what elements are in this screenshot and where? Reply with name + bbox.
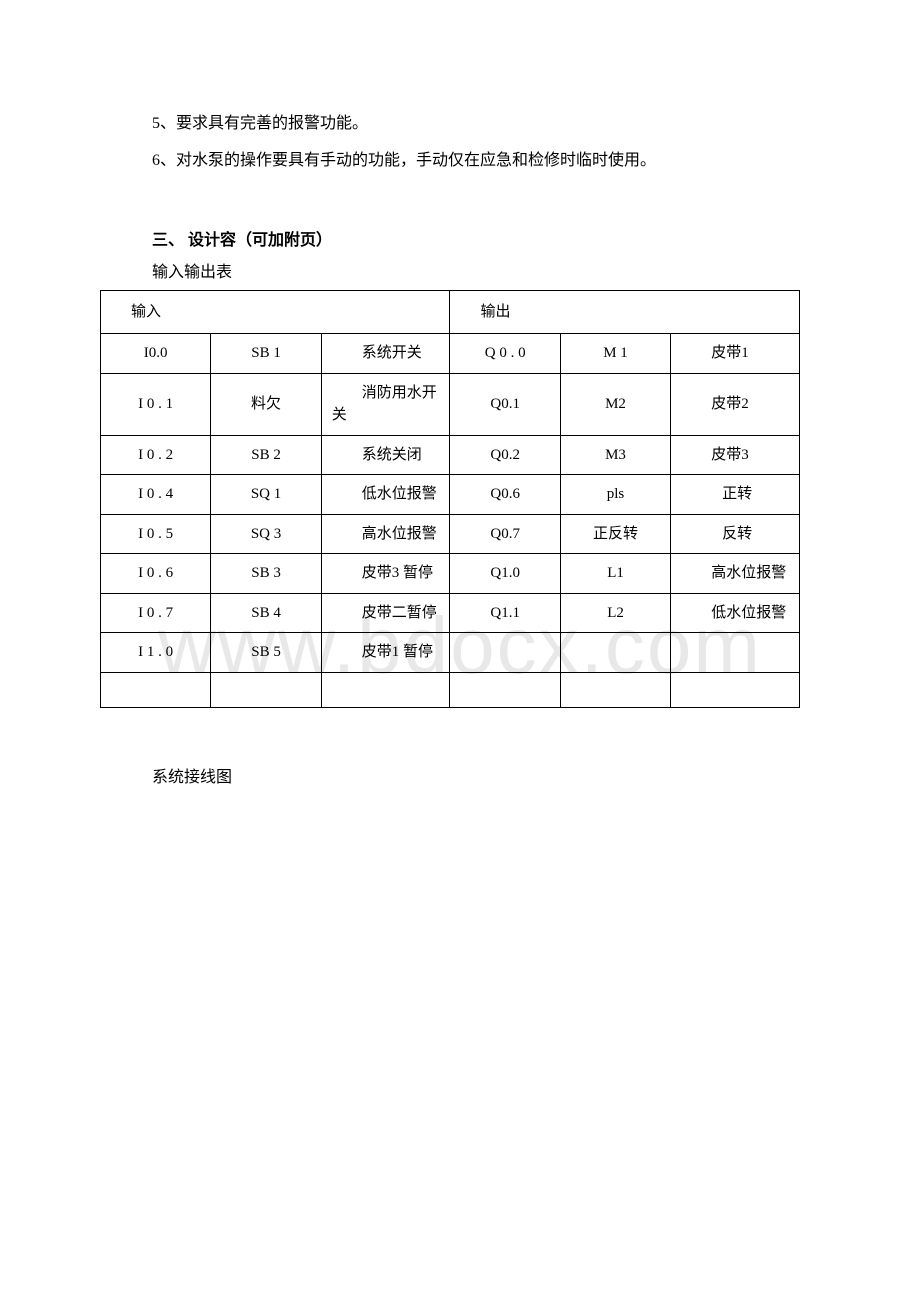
cell: SQ 3 [211, 514, 321, 554]
cell: 正转 [671, 475, 800, 515]
cell: 反转 [671, 514, 800, 554]
cell: 皮带2 [671, 373, 800, 435]
table-row: I 0 . 2 SB 2 系统关闭 Q0.2 M3 皮带3 [101, 435, 800, 475]
cell [101, 672, 211, 707]
cell: 高水位报警 [321, 514, 450, 554]
content-area: 5、要求具有完善的报警功能。 6、对水泵的操作要具有手动的功能，手动仅在应急和检… [120, 110, 800, 787]
paragraph-5: 5、要求具有完善的报警功能。 [120, 110, 800, 139]
io-table: 输入 输出 I0.0 SB 1 系统开关 Q 0 . 0 M 1 皮带1 I 0… [100, 290, 800, 708]
cell: 料欠 [211, 373, 321, 435]
cell: Q0.2 [450, 435, 560, 475]
cell: SQ 1 [211, 475, 321, 515]
cell: 系统开关 [321, 334, 450, 374]
cell: Q0.1 [450, 373, 560, 435]
cell: I 0 . 2 [101, 435, 211, 475]
cell: I 0 . 4 [101, 475, 211, 515]
cell: Q 0 . 0 [450, 334, 560, 374]
cell: 低水位报警 [671, 593, 800, 633]
cell: 正反转 [560, 514, 670, 554]
table-row: I 0 . 7 SB 4 皮带二暂停 Q1.1 L2 低水位报警 [101, 593, 800, 633]
cell: I0.0 [101, 334, 211, 374]
paragraph-6: 6、对水泵的操作要具有手动的功能，手动仅在应急和检修时临时使用。 [120, 147, 800, 176]
cell: 皮带二暂停 [321, 593, 450, 633]
cell: SB 1 [211, 334, 321, 374]
cell: Q0.6 [450, 475, 560, 515]
cell: SB 2 [211, 435, 321, 475]
cell: 皮带1 暂停 [321, 633, 450, 673]
cell [560, 633, 670, 673]
cell: I 0 . 1 [101, 373, 211, 435]
cell: pls [560, 475, 670, 515]
cell: 皮带3 暂停 [321, 554, 450, 594]
table-header-output: 输出 [450, 290, 800, 334]
cell [560, 672, 670, 707]
table-row: I 0 . 4 SQ 1 低水位报警 Q0.6 pls 正转 [101, 475, 800, 515]
cell [321, 672, 450, 707]
subtitle-io-table: 输入输出表 [120, 258, 800, 282]
table-row: I 1 . 0 SB 5 皮带1 暂停 [101, 633, 800, 673]
cell [450, 633, 560, 673]
cell: 皮带3 [671, 435, 800, 475]
cell: L1 [560, 554, 670, 594]
table-row: I 0 . 1 料欠 消防用水开关 Q0.1 M2 皮带2 [101, 373, 800, 435]
cell: 高水位报警 [671, 554, 800, 594]
cell [450, 672, 560, 707]
table-row [101, 672, 800, 707]
cell: Q1.1 [450, 593, 560, 633]
cell [671, 672, 800, 707]
cell: M 1 [560, 334, 670, 374]
cell: Q1.0 [450, 554, 560, 594]
cell: 低水位报警 [321, 475, 450, 515]
cell: Q0.7 [450, 514, 560, 554]
cell: SB 5 [211, 633, 321, 673]
cell: M3 [560, 435, 670, 475]
document-page: www.bdocx.com 5、要求具有完善的报警功能。 6、对水泵的操作要具有… [0, 0, 920, 1302]
table-row: I 0 . 5 SQ 3 高水位报警 Q0.7 正反转 反转 [101, 514, 800, 554]
cell: I 0 . 6 [101, 554, 211, 594]
cell: SB 3 [211, 554, 321, 594]
table-header-row: 输入 输出 [101, 290, 800, 334]
cell [211, 672, 321, 707]
cell: L2 [560, 593, 670, 633]
section-title: 三、 设计容（可加附页） [120, 226, 800, 250]
table-header-input: 输入 [101, 290, 450, 334]
table-row: I0.0 SB 1 系统开关 Q 0 . 0 M 1 皮带1 [101, 334, 800, 374]
cell: I 1 . 0 [101, 633, 211, 673]
cell: 皮带1 [671, 334, 800, 374]
cell: M2 [560, 373, 670, 435]
table-row: I 0 . 6 SB 3 皮带3 暂停 Q1.0 L1 高水位报警 [101, 554, 800, 594]
cell [671, 633, 800, 673]
cell: SB 4 [211, 593, 321, 633]
cell: I 0 . 5 [101, 514, 211, 554]
footer-label: 系统接线图 [120, 763, 800, 787]
cell: 消防用水开关 [321, 373, 450, 435]
cell: I 0 . 7 [101, 593, 211, 633]
cell: 系统关闭 [321, 435, 450, 475]
